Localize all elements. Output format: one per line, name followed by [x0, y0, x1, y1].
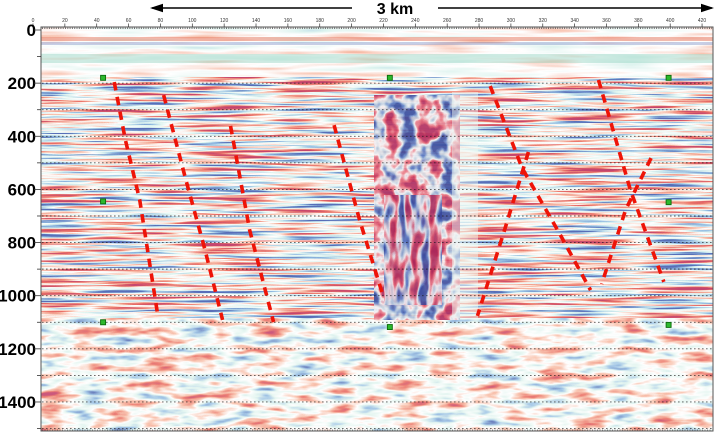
fault-line-F3 — [228, 125, 276, 323]
left-axis-tick-label: 0 — [27, 21, 36, 40]
top-axis-tick-label: 100 — [188, 18, 197, 24]
texture-chaotic-core — [384, 195, 442, 305]
top-axis-ticks: 0 20 40 60 80 100 120 140 160 180 200 220 240 260 280 3… — [32, 18, 707, 27]
fault-line-F4 — [332, 124, 384, 293]
texture-shallow-red-streak — [41, 37, 713, 41]
fault-line-F5 — [488, 85, 593, 291]
fault-lines — [112, 79, 666, 323]
top-axis-tick-label: 340 — [570, 18, 579, 24]
fault-line-F6 — [475, 151, 531, 317]
top-axis-tick-label: 220 — [379, 18, 388, 24]
top-axis-tick-label: 120 — [220, 18, 229, 24]
left-axis-tick-label: 400 — [8, 127, 36, 146]
top-axis-tick-label: 360 — [602, 18, 611, 24]
left-axis-ticks: 0 200 400 600 800 1000 1200 1400 — [0, 21, 41, 429]
texture-shallow-weak-zone — [41, 27, 713, 77]
top-axis-tick-label: 20 — [62, 18, 68, 24]
seismic-texture — [41, 27, 713, 431]
scale-bar-right-arrowhead-icon — [701, 3, 714, 13]
top-axis-tick-label: 420 — [698, 18, 707, 24]
scale-bar: 3 km — [150, 1, 714, 18]
top-axis-tick-label: 40 — [94, 18, 100, 24]
top-axis-tick-label: 260 — [443, 18, 452, 24]
top-axis-tick-label: 160 — [284, 18, 293, 24]
horizon-markers — [100, 74, 672, 331]
scale-bar-label: 3 km — [377, 1, 413, 18]
texture-shallow-blue-streak — [41, 42, 713, 45]
axes: 0 20 40 60 80 100 120 140 160 180 200 220 240 260 280 3… — [0, 18, 714, 432]
top-axis-tick-label: 320 — [539, 18, 548, 24]
horizon-marker — [665, 321, 672, 328]
horizon-marker — [100, 319, 107, 326]
texture-shallow-teal-band — [41, 54, 713, 63]
left-axis-tick-label: 1200 — [0, 340, 36, 359]
top-axis-tick-label: 180 — [316, 18, 325, 24]
top-axis-tick-label: 380 — [634, 18, 643, 24]
left-axis-tick-label: 800 — [8, 234, 36, 253]
top-axis-tick-label: 400 — [666, 18, 675, 24]
horizon-marker — [386, 74, 393, 81]
fault-line-F8 — [599, 157, 653, 285]
horizon-marker — [100, 74, 107, 81]
top-axis-tick-label: 0 — [32, 18, 35, 24]
left-axis-tick-label: 1400 — [0, 393, 36, 412]
texture-pale-swath — [452, 92, 478, 318]
horizon-marker — [665, 74, 672, 81]
top-axis-tick-label: 300 — [507, 18, 516, 24]
texture-deep-speckled-zone — [41, 318, 713, 431]
top-axis-tick-label: 60 — [126, 18, 132, 24]
left-axis-tick-label: 1000 — [0, 287, 36, 306]
left-axis-tick-label: 600 — [8, 180, 36, 199]
fault-line-F7 — [596, 79, 666, 283]
horizon-marker — [665, 199, 672, 206]
horizon-marker — [386, 324, 393, 331]
fault-line-F2 — [161, 94, 225, 321]
top-axis-tick-label: 140 — [252, 18, 261, 24]
top-axis-tick-label: 80 — [158, 18, 164, 24]
scale-bar-left-arrowhead-icon — [150, 3, 163, 13]
plot-frame — [40, 26, 714, 432]
top-axis-tick-label: 280 — [475, 18, 484, 24]
top-axis-tick-label: 200 — [347, 18, 356, 24]
left-axis-tick-label: 200 — [8, 74, 36, 93]
top-axis-tick-label: 240 — [411, 18, 420, 24]
horizon-marker — [100, 198, 107, 205]
